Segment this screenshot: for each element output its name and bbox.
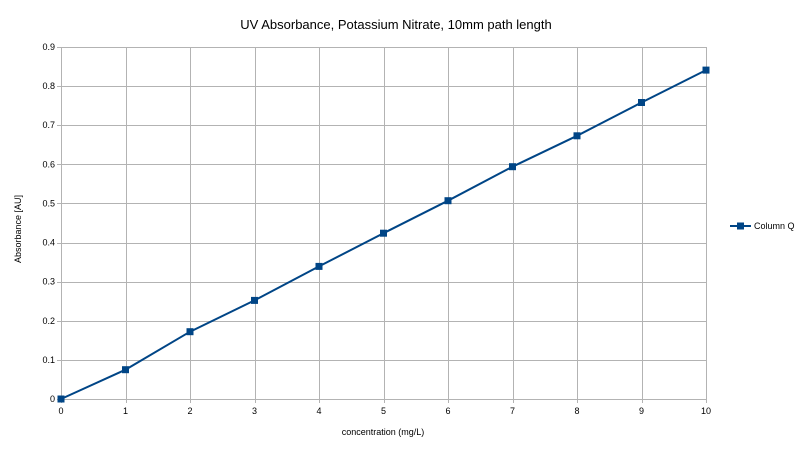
data-point-marker [315, 262, 323, 270]
y-axis-label: Absorbance [AU] [13, 195, 23, 263]
chart-title: UV Absorbance, Potassium Nitrate, 10mm p… [240, 17, 551, 32]
x-tick-label: 1 [123, 406, 128, 416]
x-axis-label: concentration (mg/L) [342, 427, 425, 437]
x-tick-labels: 0 1 2 3 4 5 6 7 8 9 10 [58, 406, 711, 416]
data-point-marker [638, 99, 645, 106]
x-tick-label: 5 [381, 406, 386, 416]
y-tick-label: 0.5 [42, 198, 55, 208]
x-tick-label: 9 [639, 406, 644, 416]
x-tick-label: 4 [316, 406, 321, 416]
y-tick-label: 0.4 [42, 238, 55, 248]
data-point-marker [122, 366, 129, 374]
data-point-marker [380, 229, 387, 237]
y-tick-label: 0.9 [42, 42, 55, 52]
data-point-marker [509, 163, 516, 171]
axes [57, 47, 707, 403]
data-point-marker [573, 132, 581, 140]
x-tick-label: 6 [445, 406, 450, 416]
y-tick-labels: 0 0.1 0.2 0.3 0.4 0.5 0.6 0.7 0.8 0.9 [42, 42, 55, 404]
data-point-marker [186, 328, 194, 336]
y-tick-label: 0.2 [42, 316, 55, 326]
x-tick-label: 2 [187, 406, 192, 416]
y-tick-label: 0.7 [42, 120, 55, 130]
legend-marker [737, 222, 744, 230]
x-tick-label: 0 [58, 406, 63, 416]
legend: Column Q [730, 221, 795, 231]
y-tick-label: 0.1 [42, 355, 55, 365]
y-tick-label: 0.6 [42, 159, 55, 169]
data-point-marker [251, 296, 258, 304]
x-tick-label: 8 [574, 406, 579, 416]
data-point-marker [702, 66, 710, 74]
y-tick-label: 0.3 [42, 277, 55, 287]
x-tick-label: 3 [252, 406, 257, 416]
series [57, 66, 710, 403]
data-point-marker [57, 395, 65, 403]
y-tick-label: 0 [50, 394, 55, 404]
legend-label: Column Q [754, 221, 795, 231]
y-tick-label: 0.8 [42, 81, 55, 91]
data-point-marker [444, 197, 452, 205]
x-tick-label: 10 [701, 406, 711, 416]
grid [61, 47, 707, 399]
x-tick-label: 7 [510, 406, 515, 416]
